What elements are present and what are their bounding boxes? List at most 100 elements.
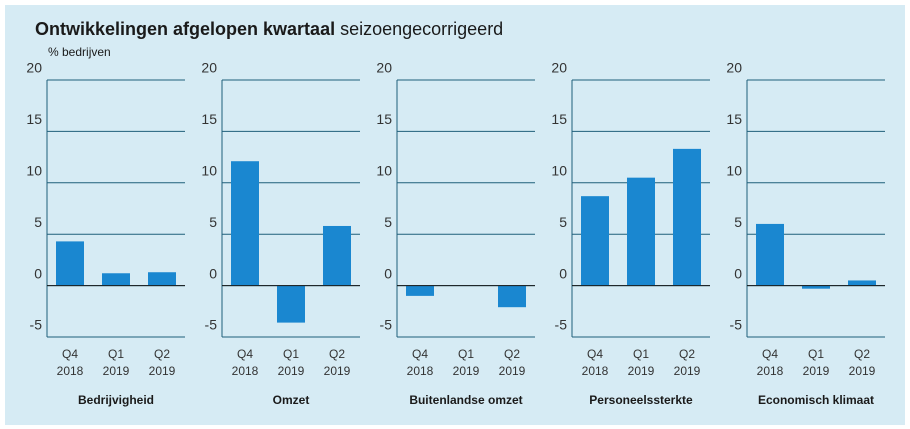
y-tick-label: 10 — [376, 163, 392, 179]
x-tick-label-line: 2019 — [278, 364, 305, 378]
x-tick-label-line: Q2 — [854, 347, 870, 361]
x-tick-label: Q1 2019 — [803, 347, 830, 378]
x-tick-label: Q4 2018 — [757, 347, 784, 378]
panel-title: Economisch klimaat — [758, 393, 874, 407]
y-tick-label: 20 — [551, 60, 567, 76]
x-tick-label: Q4 2018 — [57, 347, 84, 378]
x-tick-label: Q1 2019 — [278, 347, 305, 378]
x-tick-label: Q2 2019 — [674, 347, 701, 378]
y-tick-label: 20 — [26, 60, 42, 76]
x-tick-label-line: Q4 — [587, 347, 603, 361]
y-tick-label: -5 — [380, 317, 393, 333]
y-tick-label: 15 — [26, 111, 42, 127]
x-tick-label-line: 2019 — [803, 364, 830, 378]
y-tick-label: -5 — [30, 317, 43, 333]
x-tick-label-line: Q2 — [329, 347, 345, 361]
y-tick-label: -5 — [205, 317, 218, 333]
x-tick-label-line: Q4 — [412, 347, 428, 361]
bar — [406, 285, 434, 296]
x-tick-label-line: 2019 — [324, 364, 351, 378]
y-tick-label: 20 — [376, 60, 392, 76]
bar — [102, 273, 130, 286]
bar — [277, 285, 305, 323]
x-tick-label-line: 2018 — [582, 364, 609, 378]
bar — [581, 196, 609, 286]
x-tick-label: Q4 2018 — [582, 347, 609, 378]
x-tick-label-line: Q2 — [154, 347, 170, 361]
x-tick-label-line: 2019 — [674, 364, 701, 378]
bar — [627, 177, 655, 286]
y-tick-label: 10 — [551, 163, 567, 179]
x-tick-label-line: 2018 — [407, 364, 434, 378]
y-tick-label: 0 — [559, 265, 567, 281]
bar — [848, 280, 876, 286]
x-tick-label-line: Q1 — [108, 347, 124, 361]
bar — [802, 285, 830, 289]
bar — [56, 241, 84, 286]
y-tick-label: -5 — [555, 317, 568, 333]
y-tick-label: 5 — [734, 214, 742, 230]
bar — [756, 223, 784, 286]
y-tick-label: 0 — [209, 265, 217, 281]
x-tick-label: Q2 2019 — [324, 347, 351, 378]
y-tick-label: 5 — [209, 214, 217, 230]
x-tick-label-line: 2019 — [499, 364, 526, 378]
x-tick-label-line: 2018 — [757, 364, 784, 378]
x-tick-label: Q2 2019 — [499, 347, 526, 378]
y-tick-label: 0 — [734, 265, 742, 281]
x-tick-label: Q1 2019 — [628, 347, 655, 378]
subtitle: seizoengecorrigeerd — [340, 19, 503, 39]
x-tick-label: Q1 2019 — [453, 347, 480, 378]
x-tick-label: Q2 2019 — [149, 347, 176, 378]
x-tick-label-line: Q1 — [808, 347, 824, 361]
y-tick-label: 0 — [384, 265, 392, 281]
x-tick-label: Q4 2018 — [232, 347, 259, 378]
unit-label: % bedrijven — [48, 45, 111, 59]
panel-title: Bedrijvigheid — [78, 393, 154, 407]
x-tick-label-line: 2019 — [628, 364, 655, 378]
bar — [231, 161, 259, 286]
x-tick-label: Q2 2019 — [849, 347, 876, 378]
x-tick-label-line: 2019 — [103, 364, 130, 378]
y-tick-label: 5 — [559, 214, 567, 230]
panel-title: Omzet — [273, 393, 310, 407]
x-tick-label-line: Q1 — [458, 347, 474, 361]
y-tick-label: 10 — [201, 163, 217, 179]
x-tick-label-line: Q2 — [679, 347, 695, 361]
x-tick-label-line: Q4 — [62, 347, 78, 361]
x-tick-label-line: 2019 — [849, 364, 876, 378]
y-tick-label: 20 — [201, 60, 217, 76]
y-tick-label: 5 — [34, 214, 42, 230]
panel-title: Buitenlandse omzet — [409, 393, 522, 407]
x-tick-label: Q4 2018 — [407, 347, 434, 378]
y-tick-label: 0 — [34, 265, 42, 281]
background — [5, 5, 905, 425]
bar — [498, 285, 526, 308]
x-tick-label-line: Q1 — [633, 347, 649, 361]
y-tick-label: 10 — [726, 163, 742, 179]
x-tick-label: Q1 2019 — [103, 347, 130, 378]
x-tick-label-line: 2019 — [149, 364, 176, 378]
y-tick-label: 15 — [376, 111, 392, 127]
y-tick-label: 10 — [26, 163, 42, 179]
y-tick-label: 20 — [726, 60, 742, 76]
x-tick-label-line: Q4 — [237, 347, 253, 361]
title: Ontwikkelingen afgelopen kwartaal — [35, 19, 335, 39]
y-tick-label: 15 — [201, 111, 217, 127]
panel-title: Personeelssterkte — [589, 393, 693, 407]
bar — [323, 225, 351, 286]
x-tick-label-line: 2018 — [57, 364, 84, 378]
y-tick-label: -5 — [730, 317, 743, 333]
x-tick-label-line: Q4 — [762, 347, 778, 361]
x-tick-label-line: 2019 — [453, 364, 480, 378]
x-tick-label-line: Q2 — [504, 347, 520, 361]
x-tick-label-line: Q1 — [283, 347, 299, 361]
chart-title: Ontwikkelingen afgelopen kwartaal seizoe… — [35, 19, 503, 39]
bar — [673, 148, 701, 286]
y-tick-label: 5 — [384, 214, 392, 230]
y-tick-label: 15 — [726, 111, 742, 127]
y-tick-label: 15 — [551, 111, 567, 127]
x-tick-label-line: 2018 — [232, 364, 259, 378]
bar — [148, 272, 176, 286]
